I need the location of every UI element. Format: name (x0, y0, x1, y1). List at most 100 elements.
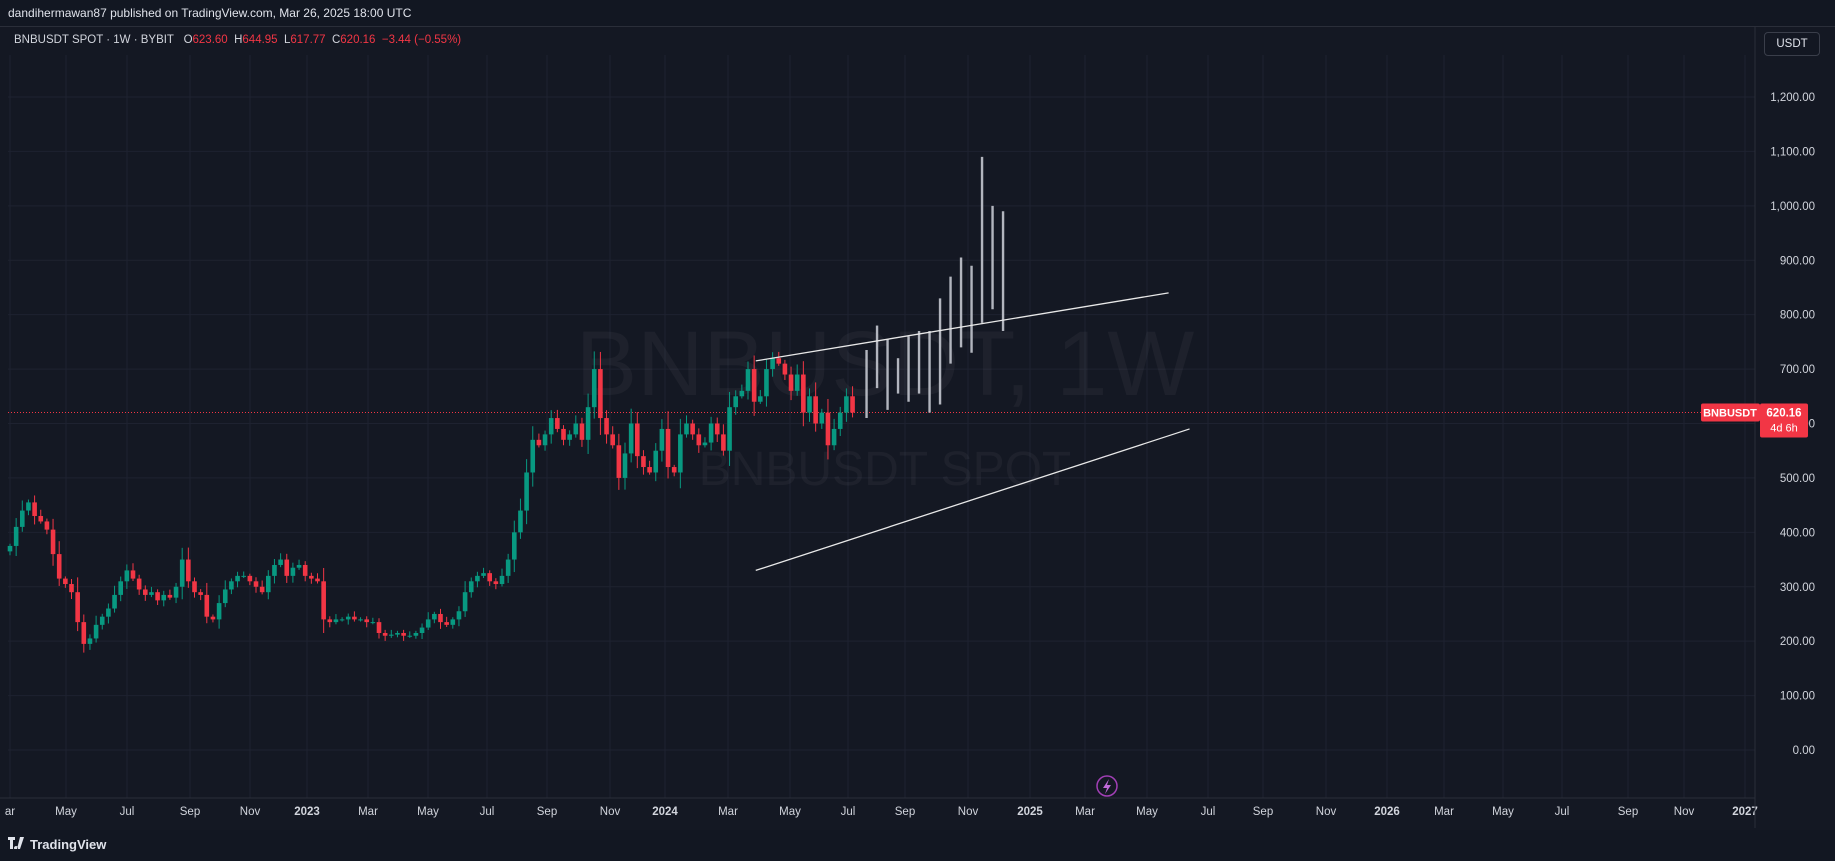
candle-body (758, 396, 763, 402)
candle-body (38, 516, 44, 522)
y-tick-label: 1,100.00 (1770, 146, 1815, 158)
x-tick-label: 2023 (294, 806, 320, 818)
candle-body (401, 633, 406, 636)
alert-lightning-icon[interactable] (1096, 775, 1118, 797)
legend-low-label: L (283, 34, 291, 46)
candle-body (733, 396, 738, 408)
candle-body (530, 439, 536, 473)
candle-body (192, 581, 197, 593)
candle-body (542, 434, 548, 446)
candle-body (278, 559, 283, 565)
candle-body (69, 584, 74, 593)
candle-body (591, 369, 597, 408)
candle-body (13, 526, 19, 546)
candle-body (327, 619, 333, 623)
candle-body (241, 575, 246, 577)
y-tick-label: 100.00 (1780, 691, 1815, 703)
candle-body (247, 575, 253, 582)
candle-body (339, 619, 345, 621)
candle-body (622, 453, 628, 478)
candle-body (87, 638, 93, 644)
candle-body (831, 428, 837, 446)
candle-body (499, 575, 505, 585)
candle-body (143, 589, 148, 595)
candle-body (708, 423, 714, 443)
candle-body (548, 418, 554, 435)
candle-body (807, 396, 812, 413)
candle-body (635, 423, 640, 457)
candle-body (837, 412, 843, 429)
candle-body (751, 369, 757, 402)
legend-close-label: C (331, 34, 341, 46)
x-tick-label: Sep (1618, 806, 1638, 818)
x-tick-label: Jul (841, 806, 856, 818)
candle-body (653, 450, 659, 473)
candle-body (739, 390, 745, 397)
x-tick-label: Nov (240, 806, 261, 818)
symbol-legend: BNBUSDT SPOT · 1W · BYBIT O623.60 H644.9… (14, 34, 461, 46)
candle-body (124, 570, 130, 582)
candle-body (468, 581, 474, 593)
price-tag-bg (1760, 403, 1808, 438)
candle-body (112, 594, 117, 609)
candle-body (99, 616, 105, 625)
y-tick-label: 1,000.00 (1770, 201, 1815, 213)
candle-body (50, 529, 56, 555)
candle-body (352, 616, 357, 620)
candle-body (659, 428, 665, 451)
candle-body (776, 358, 782, 364)
candle-body (358, 619, 363, 621)
candle-body (167, 594, 173, 598)
candle-body (536, 439, 542, 446)
candle-body (216, 603, 222, 620)
legend-open-label: O (183, 34, 193, 46)
candle-body (819, 412, 825, 424)
candle-body (782, 363, 788, 375)
watermark-subtitle: BNBUSDT SPOT (699, 443, 1072, 496)
footer-brand[interactable]: TradingView (8, 836, 106, 852)
candle-body (419, 627, 425, 634)
x-tick-label: Nov (1674, 806, 1695, 818)
candle-body (345, 616, 351, 620)
candle-body (155, 592, 160, 601)
y-tick-label: 300.00 (1780, 582, 1815, 594)
legend-change: −3.44 (−0.55%) (381, 34, 462, 46)
candle-body (315, 578, 320, 582)
candle-body (364, 619, 369, 623)
x-tick-label: 2026 (1374, 806, 1400, 818)
candle-body (518, 510, 523, 533)
candle-body (770, 358, 775, 370)
price-tag-countdown: 4d 6h (1770, 423, 1798, 435)
x-tick-label: ar (5, 806, 15, 818)
channel-lower-trendline[interactable] (755, 428, 1190, 572)
footer-brand-text: TradingView (30, 836, 107, 852)
candle-body (186, 559, 191, 582)
candle-body (407, 635, 413, 637)
candle-body (665, 428, 671, 468)
candle-body (309, 575, 314, 579)
channel-upper-trendline[interactable] (755, 292, 1169, 362)
candle-body (56, 554, 62, 579)
candle-body (573, 423, 579, 435)
candle-body (93, 624, 99, 639)
currency-button[interactable]: USDT (1764, 32, 1820, 56)
publish-info: dandihermawan87 published on TradingView… (8, 6, 412, 20)
x-tick-label: 2024 (652, 806, 678, 818)
candle-body (678, 434, 683, 473)
candle-body (444, 622, 449, 625)
legend-high-label: H (234, 34, 243, 46)
y-tick-label: 500.00 (1780, 473, 1815, 485)
candle-body (63, 578, 68, 585)
price-tag-symbol-bg (1701, 403, 1760, 422)
legend-symbol: BNBUSDT SPOT · 1W · BYBIT (14, 34, 174, 46)
candle-body (727, 407, 732, 451)
candle-body (684, 423, 689, 435)
x-tick-label: Sep (537, 806, 557, 818)
y-tick-label: 800.00 (1780, 310, 1815, 322)
candle-body (296, 564, 302, 568)
candle-body (475, 575, 480, 582)
y-tick-label: 0.00 (1793, 745, 1815, 757)
candle-body (321, 581, 326, 620)
candle-body (487, 573, 492, 582)
